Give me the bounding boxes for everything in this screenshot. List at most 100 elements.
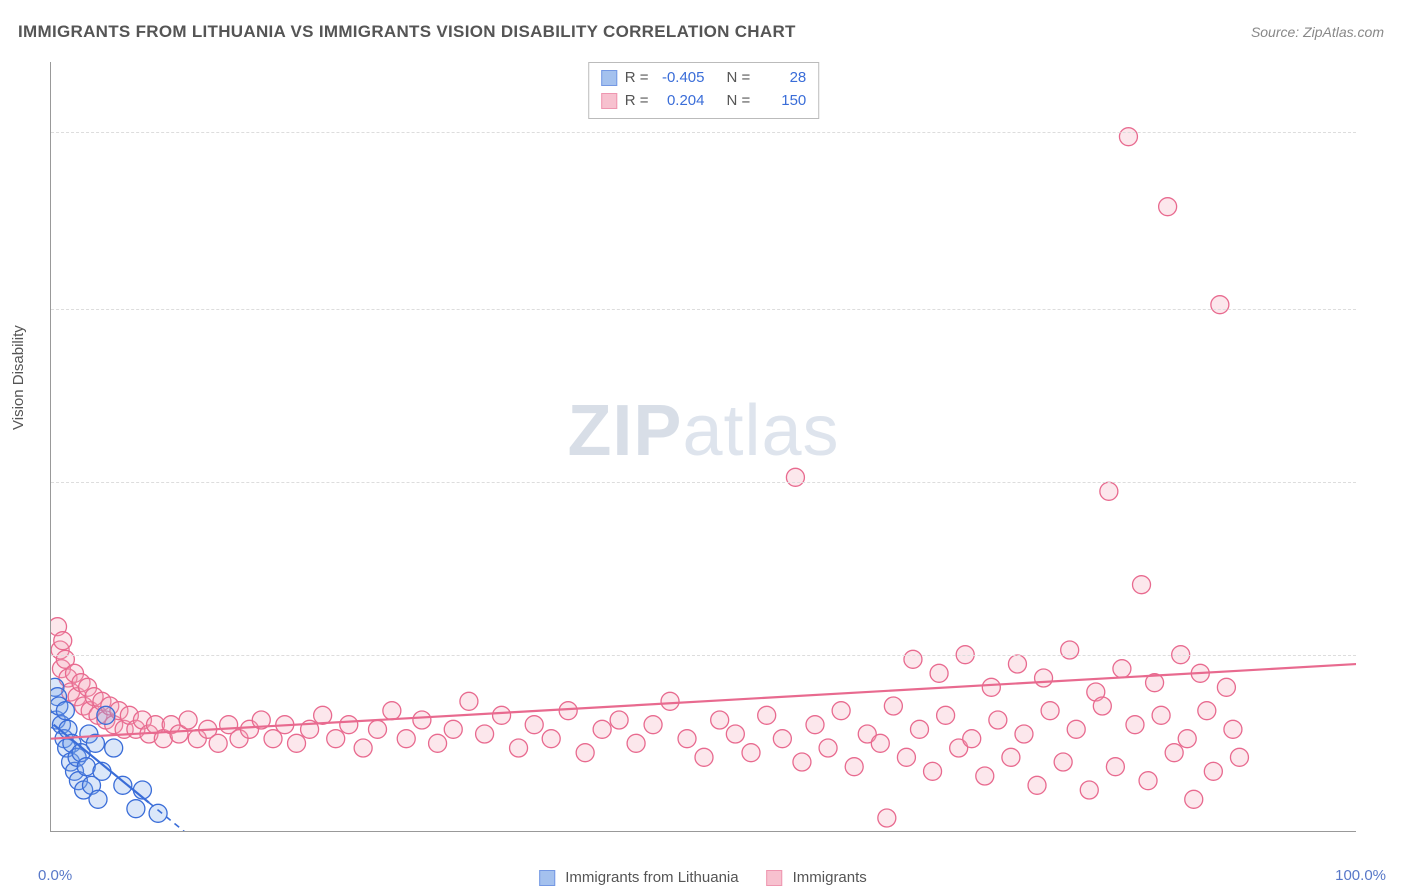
data-point bbox=[910, 720, 928, 738]
data-point bbox=[54, 632, 72, 650]
data-point bbox=[1028, 776, 1046, 794]
data-point bbox=[644, 716, 662, 734]
data-point bbox=[1054, 753, 1072, 771]
data-point bbox=[510, 739, 528, 757]
data-point bbox=[1185, 790, 1203, 808]
data-point bbox=[982, 678, 1000, 696]
data-point bbox=[897, 748, 915, 766]
data-point bbox=[1106, 758, 1124, 776]
data-point bbox=[819, 739, 837, 757]
data-point bbox=[89, 790, 107, 808]
data-point bbox=[1159, 198, 1177, 216]
data-point bbox=[695, 748, 713, 766]
data-point bbox=[1113, 660, 1131, 678]
data-point bbox=[786, 468, 804, 486]
data-point bbox=[1217, 678, 1235, 696]
data-point bbox=[904, 650, 922, 668]
swatch-lithuania bbox=[539, 870, 555, 886]
data-point bbox=[413, 711, 431, 729]
legend-label-lithuania: Immigrants from Lithuania bbox=[565, 869, 738, 886]
data-point bbox=[209, 734, 227, 752]
data-point bbox=[989, 711, 1007, 729]
data-point bbox=[1139, 772, 1157, 790]
plot-area: ZIPatlas R = -0.405 N = 28 R = 0.204 N =… bbox=[50, 62, 1356, 832]
data-point bbox=[884, 697, 902, 715]
series-legend: Immigrants from Lithuania Immigrants bbox=[539, 869, 867, 886]
trend-line bbox=[51, 664, 1356, 739]
data-point bbox=[179, 711, 197, 729]
data-point bbox=[1100, 482, 1118, 500]
data-point bbox=[542, 730, 560, 748]
data-point bbox=[1133, 576, 1151, 594]
data-point bbox=[1080, 781, 1098, 799]
data-point bbox=[711, 711, 729, 729]
data-point bbox=[1008, 655, 1026, 673]
data-point bbox=[354, 739, 372, 757]
data-point bbox=[963, 730, 981, 748]
data-point bbox=[845, 758, 863, 776]
data-point bbox=[878, 809, 896, 827]
data-point bbox=[832, 702, 850, 720]
data-point bbox=[806, 716, 824, 734]
data-point bbox=[976, 767, 994, 785]
data-point bbox=[1035, 669, 1053, 687]
swatch-immigrants bbox=[767, 870, 783, 886]
data-point bbox=[758, 706, 776, 724]
data-point bbox=[661, 692, 679, 710]
data-point bbox=[678, 730, 696, 748]
data-point bbox=[460, 692, 478, 710]
data-point bbox=[576, 744, 594, 762]
data-point bbox=[773, 730, 791, 748]
data-point bbox=[924, 762, 942, 780]
data-point bbox=[1211, 296, 1229, 314]
data-point bbox=[1126, 716, 1144, 734]
data-point bbox=[340, 716, 358, 734]
data-point bbox=[1204, 762, 1222, 780]
data-point bbox=[793, 753, 811, 771]
data-point bbox=[1230, 748, 1248, 766]
data-point bbox=[1041, 702, 1059, 720]
data-point bbox=[476, 725, 494, 743]
data-point bbox=[1119, 128, 1137, 146]
data-point bbox=[871, 734, 889, 752]
data-point bbox=[149, 804, 167, 822]
legend-item-immigrants: Immigrants bbox=[767, 869, 867, 886]
source-attribution: Source: ZipAtlas.com bbox=[1251, 24, 1384, 40]
data-point bbox=[593, 720, 611, 738]
data-point bbox=[97, 706, 115, 724]
data-point bbox=[1002, 748, 1020, 766]
data-point bbox=[1198, 702, 1216, 720]
data-point bbox=[369, 720, 387, 738]
data-point bbox=[288, 734, 306, 752]
data-point bbox=[627, 734, 645, 752]
data-point bbox=[444, 720, 462, 738]
data-point bbox=[56, 702, 74, 720]
data-point bbox=[930, 664, 948, 682]
legend-label-immigrants: Immigrants bbox=[793, 869, 867, 886]
chart-title: IMMIGRANTS FROM LITHUANIA VS IMMIGRANTS … bbox=[18, 22, 796, 42]
data-point bbox=[1067, 720, 1085, 738]
data-point bbox=[1165, 744, 1183, 762]
legend-item-lithuania: Immigrants from Lithuania bbox=[539, 869, 738, 886]
data-point bbox=[726, 725, 744, 743]
x-axis-max-label: 100.0% bbox=[1335, 867, 1386, 884]
data-point bbox=[742, 744, 760, 762]
data-point bbox=[1224, 720, 1242, 738]
y-axis-label: Vision Disability bbox=[10, 325, 27, 430]
data-point bbox=[429, 734, 447, 752]
data-point bbox=[314, 706, 332, 724]
data-point bbox=[1093, 697, 1111, 715]
data-point bbox=[327, 730, 345, 748]
data-point bbox=[127, 800, 145, 818]
data-point bbox=[383, 702, 401, 720]
data-point bbox=[397, 730, 415, 748]
data-point bbox=[1015, 725, 1033, 743]
data-point bbox=[1178, 730, 1196, 748]
data-point bbox=[1152, 706, 1170, 724]
data-point bbox=[1061, 641, 1079, 659]
data-point bbox=[493, 706, 511, 724]
chart-svg bbox=[51, 62, 1356, 831]
data-point bbox=[105, 739, 123, 757]
data-point bbox=[525, 716, 543, 734]
data-point bbox=[937, 706, 955, 724]
